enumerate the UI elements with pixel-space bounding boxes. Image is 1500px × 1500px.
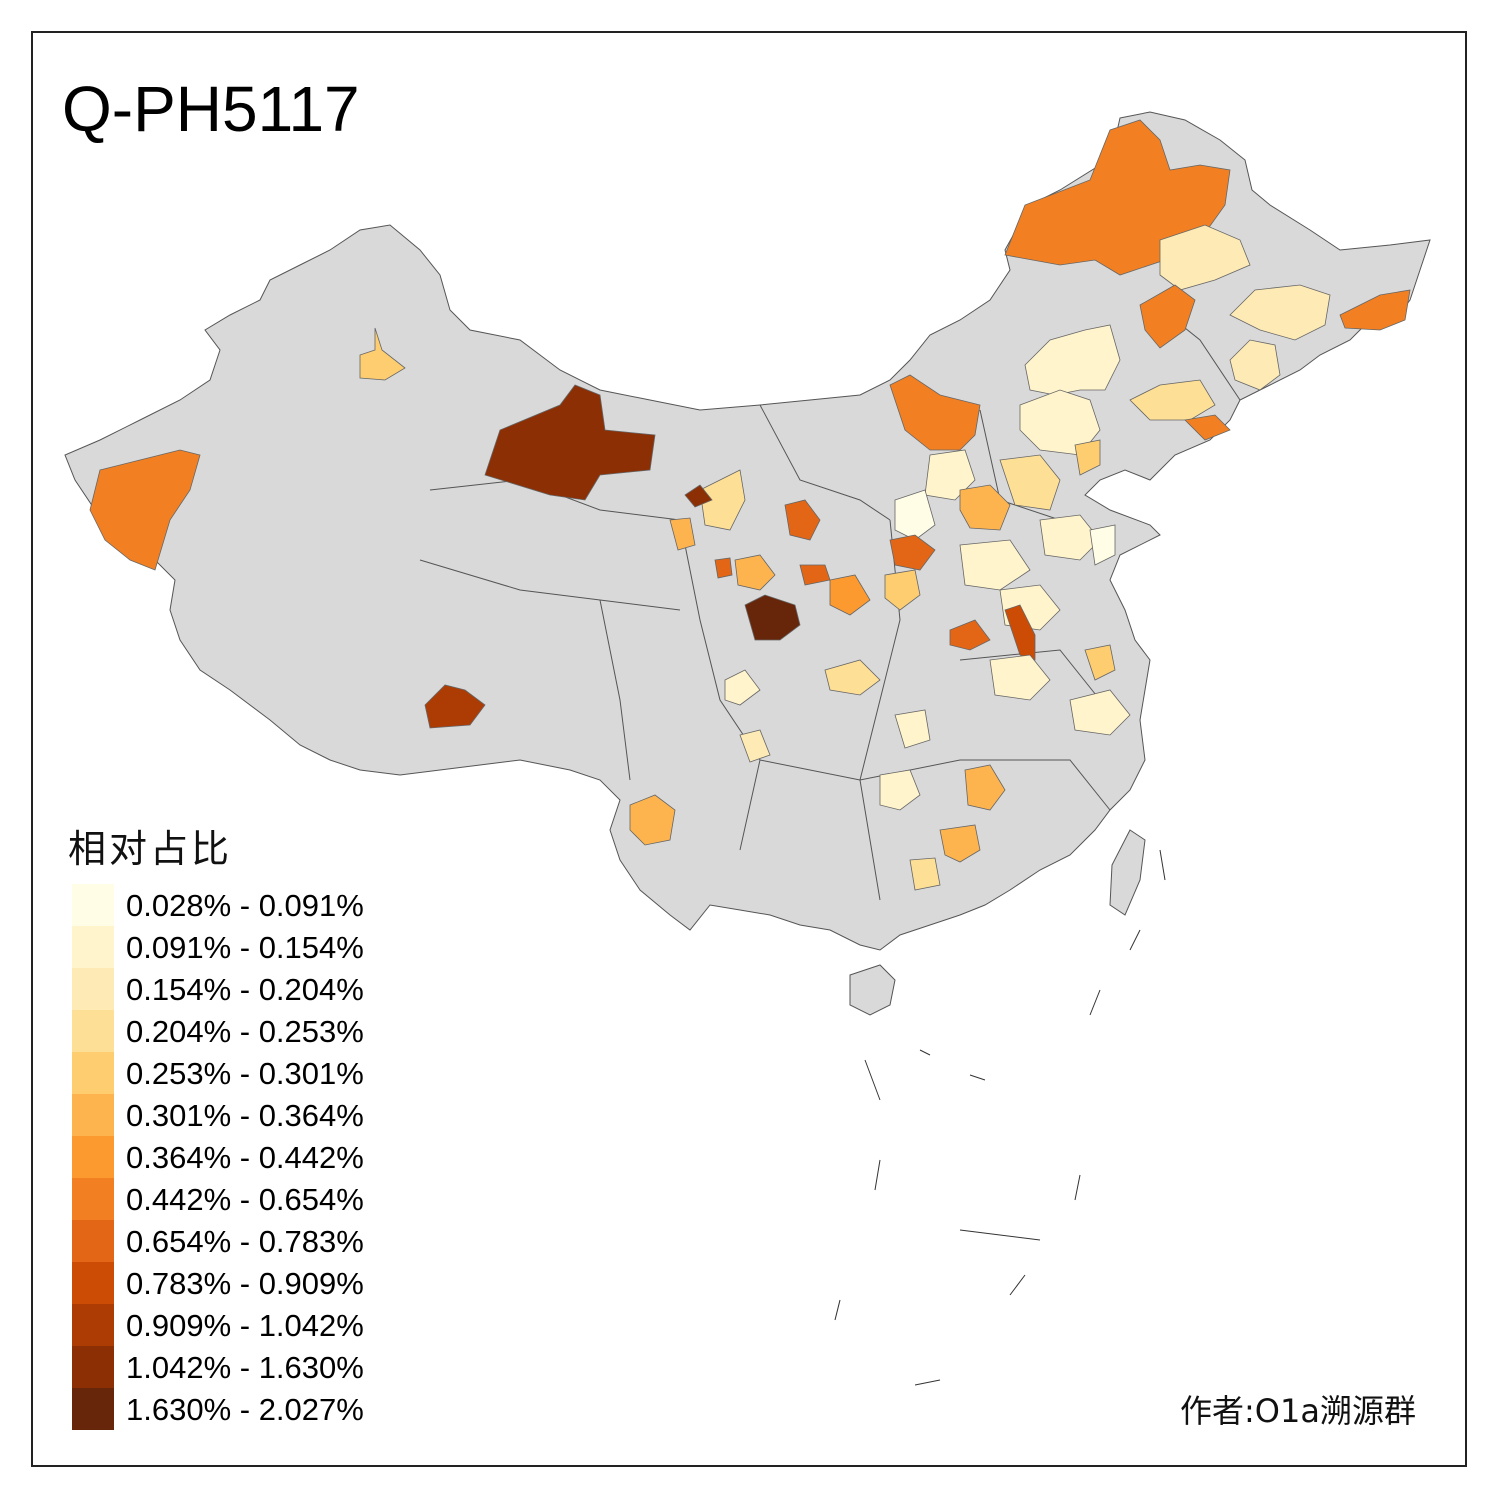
legend-swatch [72, 1304, 114, 1346]
region-hebei-central [999, 454, 1061, 511]
region-xinjiang-east [484, 384, 656, 501]
legend-label: 0.783% - 0.909% [126, 1266, 364, 1301]
legend-item: 0.364% - 0.442% [72, 1136, 432, 1178]
legend-swatch [72, 1094, 114, 1136]
legend-item: 0.783% - 0.909% [72, 1262, 432, 1304]
region-shaanxi-yanan [894, 489, 936, 541]
region-gansu-lanzhou [734, 554, 776, 591]
legend-item: 0.301% - 0.364% [72, 1094, 432, 1136]
region-shandong-north [1039, 514, 1101, 561]
region-heilongjiang-east [1339, 289, 1411, 331]
legend-item: 0.253% - 0.301% [72, 1052, 432, 1094]
legend-swatch [72, 1178, 114, 1220]
legend-item: 0.204% - 0.253% [72, 1010, 432, 1052]
legend-swatch [72, 1052, 114, 1094]
legend-swatch [72, 926, 114, 968]
map-title: Q-PH5117 [62, 73, 360, 145]
legend-swatch [72, 1346, 114, 1388]
region-jilin-south [1229, 339, 1281, 391]
region-hebei-tangshan [1074, 439, 1101, 476]
legend-label: 0.204% - 0.253% [126, 1014, 364, 1049]
legend-item: 0.028% - 0.091% [72, 884, 432, 926]
region-qinghai-haibei [669, 517, 696, 551]
legend-label: 1.630% - 2.027% [126, 1392, 364, 1427]
region-inner-mongolia-baotou [889, 374, 981, 451]
legend-item: 0.654% - 0.783% [72, 1220, 432, 1262]
region-liaoning-dalian [1184, 414, 1231, 441]
region-liaoning-shenyang [1129, 379, 1216, 421]
legend-swatch [72, 1220, 114, 1262]
region-inner-mongolia-hinggan [1139, 284, 1196, 349]
region-shaanxi-xian [884, 569, 921, 611]
region-guangdong-north [939, 824, 981, 863]
legend-item: 1.042% - 1.630% [72, 1346, 432, 1388]
region-gansu-jiuquan [684, 484, 713, 508]
region-tibet-shigatse [424, 684, 486, 729]
legend-swatch [72, 1010, 114, 1052]
region-gansu-gannan [744, 594, 801, 641]
legend-label: 0.301% - 0.364% [126, 1098, 364, 1133]
taiwan-island [1109, 829, 1146, 916]
legend-label: 0.028% - 0.091% [126, 888, 364, 923]
region-yunnan-west [629, 794, 676, 846]
legend-swatch [72, 884, 114, 926]
region-sichuan-south [739, 729, 771, 763]
region-inner-mongolia-chifeng [1024, 324, 1121, 396]
china-landmass [64, 111, 1431, 951]
region-jiangxi-central [964, 764, 1006, 811]
legend-label: 0.154% - 0.204% [126, 972, 364, 1007]
legend-label: 0.909% - 1.042% [126, 1308, 364, 1343]
region-sichuan-west [724, 669, 761, 706]
legend-label: 0.253% - 0.301% [126, 1056, 364, 1091]
legend-item: 0.091% - 0.154% [72, 926, 432, 968]
region-hubei-xiangyang [949, 619, 991, 651]
legend-item: 0.909% - 1.042% [72, 1304, 432, 1346]
region-hunan-north [894, 709, 931, 749]
legend-swatch [72, 1388, 114, 1430]
legend-label: 1.042% - 1.630% [126, 1350, 364, 1385]
region-anhui-south [1084, 644, 1116, 681]
region-henan-north [959, 539, 1031, 591]
colored-regions [89, 119, 1411, 891]
author-credit: 作者:O1a溯源群 [1180, 1392, 1416, 1430]
legend-label: 0.091% - 0.154% [126, 930, 364, 965]
region-hubei-central [989, 654, 1051, 701]
region-guangxi [909, 857, 941, 891]
map-frame [31, 31, 1467, 1467]
legend-item: 0.442% - 0.654% [72, 1178, 432, 1220]
region-shandong-east [1089, 524, 1116, 566]
region-shaanxi-yulin [889, 534, 936, 571]
legend-item: 0.154% - 0.204% [72, 968, 432, 1010]
region-gansu-zhangye [699, 469, 746, 531]
region-henan-zhumadian [1004, 604, 1036, 661]
region-heilongjiang-qiqihar [1159, 224, 1251, 291]
region-xinjiang-ili [359, 327, 406, 381]
region-shanxi-central [959, 484, 1011, 531]
legend-swatch [72, 968, 114, 1010]
region-jilin [1229, 284, 1331, 341]
region-ningxia-yinchuan [784, 499, 821, 541]
region-chongqing [824, 659, 881, 696]
legend-label: 0.364% - 0.442% [126, 1140, 364, 1175]
legend-item: 1.630% - 2.027% [72, 1388, 432, 1430]
legend-label: 0.654% - 0.783% [126, 1224, 364, 1259]
region-shaanxi-baoji [829, 574, 871, 616]
legend-label: 0.442% - 0.654% [126, 1182, 364, 1217]
legend-swatch [72, 1262, 114, 1304]
legend-swatch [72, 1136, 114, 1178]
hainan-island [849, 964, 896, 1016]
south-china-sea-islands [834, 849, 1166, 1386]
region-gansu-tianshui [714, 557, 733, 579]
region-hunan [879, 769, 921, 811]
legend-title: 相对占比 [68, 827, 233, 871]
region-xinjiang-kashgar [89, 449, 201, 571]
region-jiangsu-south [1069, 689, 1131, 736]
